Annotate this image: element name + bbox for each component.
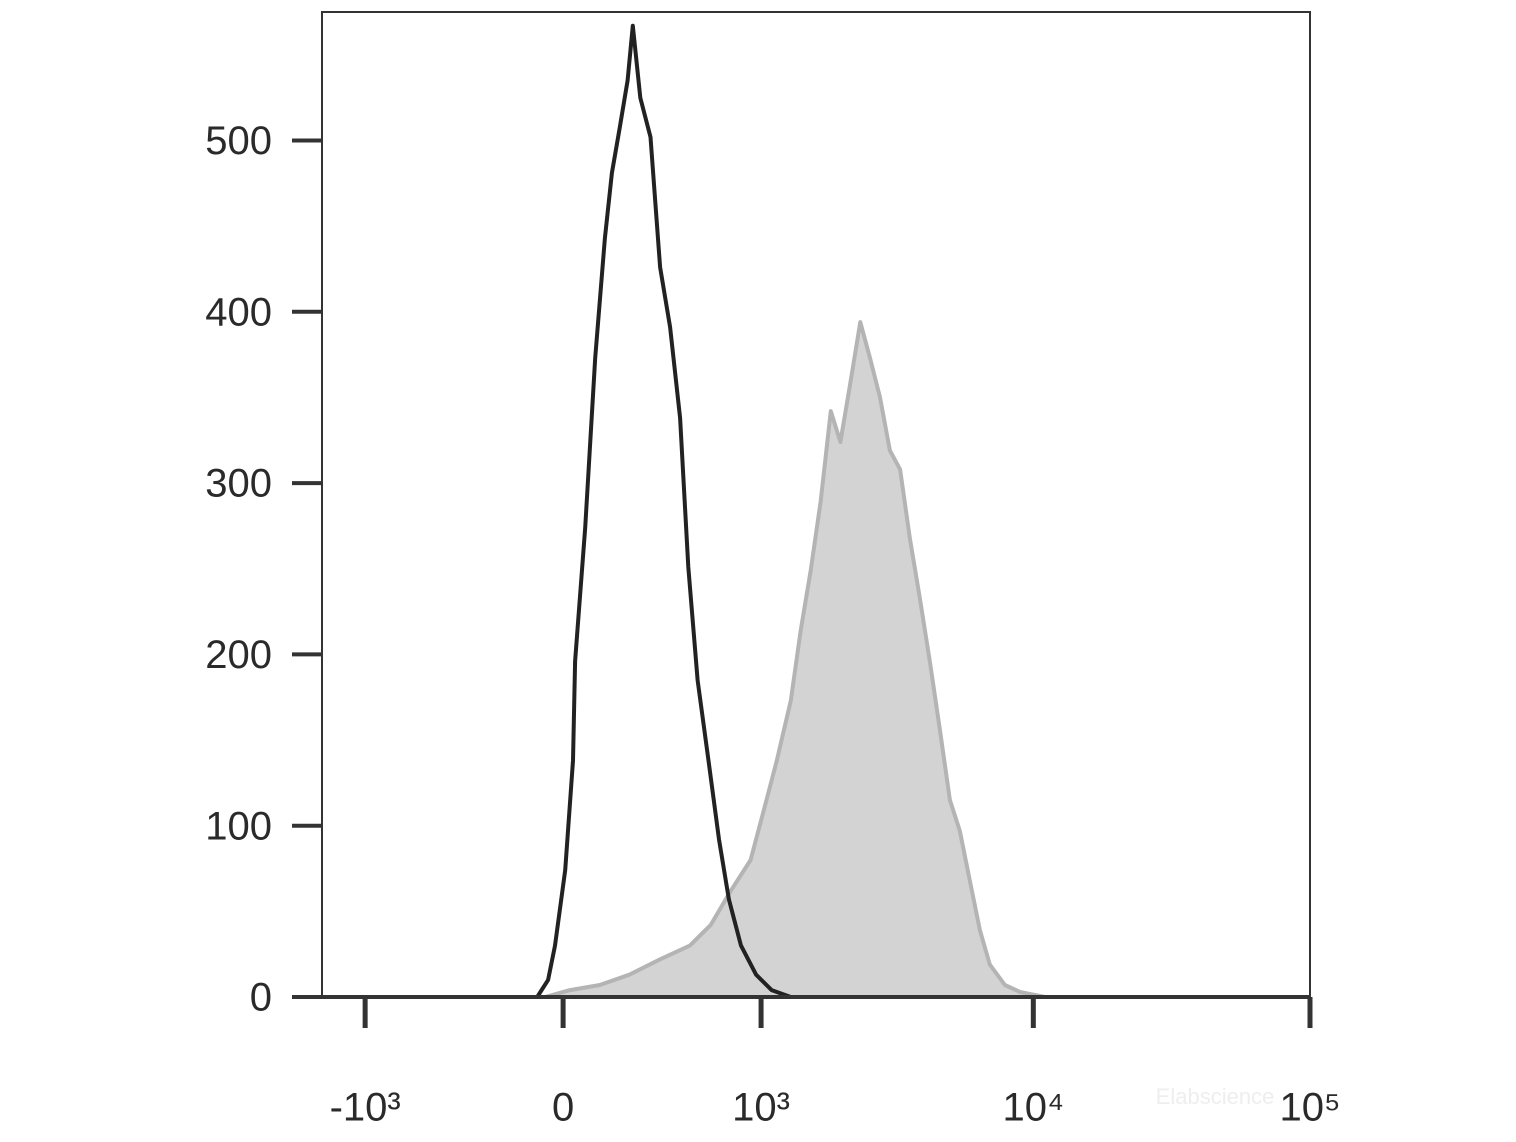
y-tick-label: 0 [250, 976, 272, 1020]
histogram-fill [545, 322, 1045, 998]
y-tick-label: 200 [205, 633, 272, 677]
y-tick-label: 100 [205, 804, 272, 848]
y-tick-label: 500 [205, 119, 272, 163]
watermark: Elabscience [1156, 1084, 1275, 1109]
x-tick-label: -10³ [330, 1086, 401, 1130]
histogram-line [535, 23, 792, 999]
x-tick-label: 10⁵ [1279, 1086, 1340, 1130]
histogram-line [544, 320, 1046, 999]
y-tick-label: 400 [205, 290, 272, 334]
x-tick-label: 0 [552, 1086, 574, 1130]
y-tick-label: 300 [205, 462, 272, 506]
x-tick-label: 10³ [732, 1086, 790, 1130]
x-tick-label: 10⁴ [1002, 1086, 1064, 1130]
